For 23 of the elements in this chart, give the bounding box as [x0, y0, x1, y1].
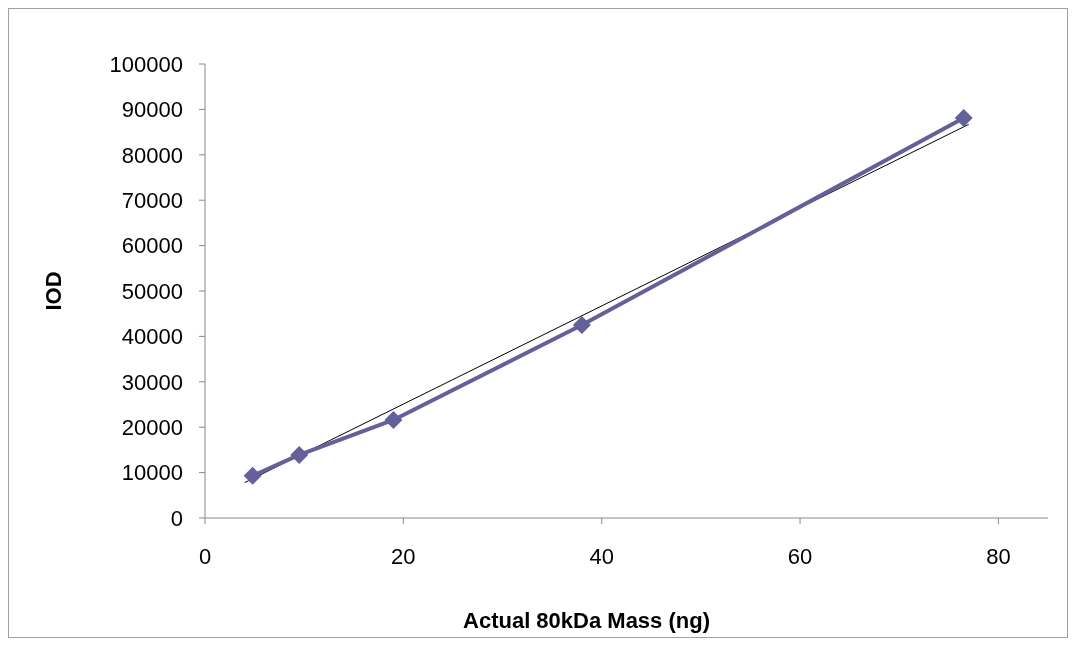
y-tick-label: 60000: [121, 233, 183, 259]
y-tick-label: 70000: [121, 187, 183, 213]
y-tick-label: 100000: [109, 51, 183, 77]
x-tick-label: 80: [986, 544, 1011, 569]
x-tick-label: 0: [198, 544, 212, 569]
y-tick-label: 20000: [121, 414, 183, 440]
y-tick-label: 10000: [121, 460, 183, 486]
point: [954, 109, 973, 128]
y-tick-label: 90000: [121, 97, 183, 123]
y-tick-label: 0: [170, 505, 183, 531]
y-tick-label: 50000: [121, 278, 183, 304]
x-tick-label: 40: [589, 544, 614, 569]
point: [243, 466, 262, 485]
y-tick-label: 30000: [121, 369, 183, 395]
point: [384, 410, 403, 429]
x-tick-label: 60: [787, 544, 813, 569]
point: [290, 445, 309, 464]
x-tick-label: 20: [391, 544, 416, 569]
y-tick-label: 80000: [121, 142, 183, 168]
x-axis-title: Actual 80kDa Mass (ng): [463, 608, 710, 633]
y-axis-title: IOD: [41, 271, 66, 311]
point: [572, 316, 591, 335]
y-tick-label: 40000: [121, 324, 183, 350]
